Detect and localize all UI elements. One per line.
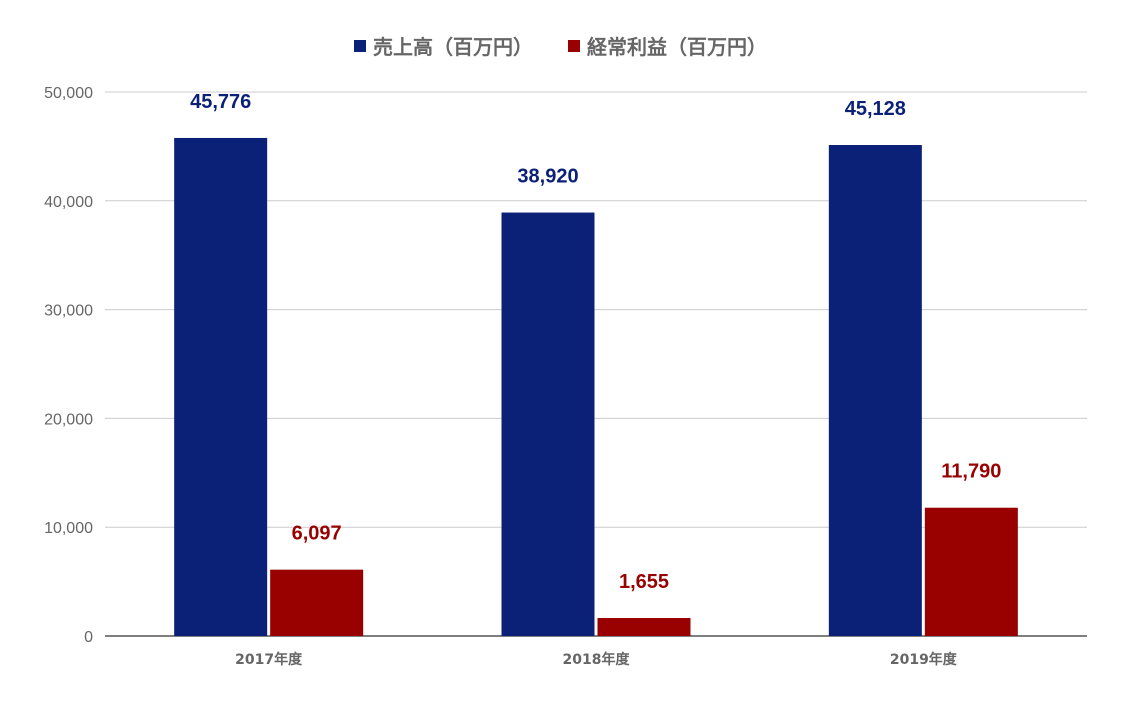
gridlines: [105, 91, 1087, 637]
legend-label: 売上高（百万円）: [373, 35, 533, 59]
y-tick-label: 30,000: [44, 303, 93, 320]
data-label: 45,776: [190, 91, 251, 113]
bar-sales: [828, 145, 922, 636]
x-tick-label: 2019年度: [890, 651, 958, 668]
data-label: 1,655: [619, 571, 669, 593]
data-label: 11,790: [941, 461, 1001, 483]
y-tick-label: 40,000: [44, 194, 93, 211]
y-tick-label: 0: [84, 629, 93, 646]
x-axis: 2017年度 2018年度 2019年度: [235, 651, 958, 668]
bar-sales: [174, 137, 268, 636]
data-label: 6,097: [292, 523, 342, 545]
legend-swatch: [354, 40, 366, 52]
bar-ordinary-profit: [270, 569, 364, 636]
data-label: 45,128: [845, 98, 906, 120]
y-tick-label: 20,000: [44, 411, 93, 428]
bars: [174, 137, 1018, 636]
data-labels: 45,776 6,097 38,920 1,655 45,128 11,790: [190, 91, 1001, 593]
legend: 売上高（百万円） 経常利益（百万円）: [354, 35, 767, 59]
legend-label: 経常利益（百万円）: [587, 35, 767, 59]
x-tick-label: 2017年度: [235, 651, 303, 668]
data-label: 38,920: [517, 166, 578, 188]
x-tick-label: 2018年度: [563, 651, 631, 668]
y-axis: 0 10,000 20,000 30,000 40,000 50,000: [44, 85, 93, 646]
bar-sales: [501, 212, 595, 636]
y-tick-label: 50,000: [44, 85, 93, 102]
legend-swatch: [568, 40, 580, 52]
y-tick-label: 10,000: [44, 520, 93, 537]
bar-ordinary-profit: [924, 507, 1018, 636]
bar-ordinary-profit: [597, 617, 691, 636]
